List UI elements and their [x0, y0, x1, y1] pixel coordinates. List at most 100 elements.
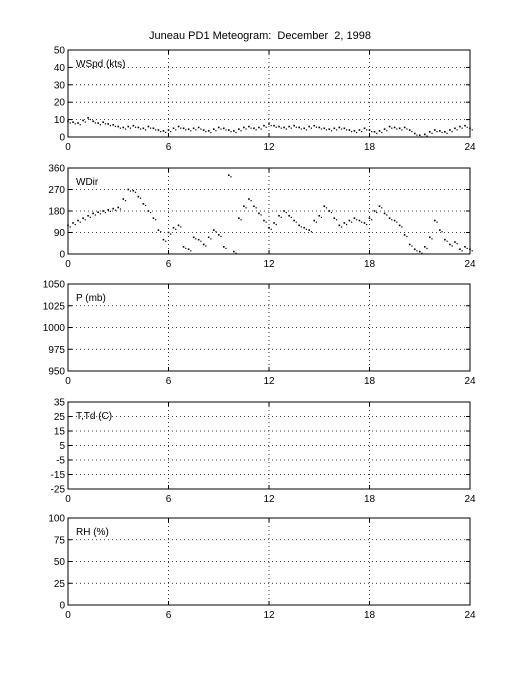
data-point	[444, 238, 446, 241]
data-point	[293, 124, 295, 127]
data-point	[391, 127, 393, 129]
data-point	[263, 124, 265, 127]
data-point	[464, 124, 466, 127]
data-point	[207, 236, 210, 239]
data-point	[441, 231, 443, 233]
y-tick-label: 25	[54, 412, 66, 423]
data-point	[416, 134, 418, 136]
data-point	[439, 130, 441, 132]
data-point	[305, 129, 307, 131]
y-tick-label: -5	[56, 456, 65, 467]
y-tick-label: 50	[54, 46, 66, 57]
y-tick-label: 25	[54, 579, 66, 590]
data-point	[170, 233, 172, 235]
data-point	[107, 209, 109, 211]
y-tick-label: 15	[54, 427, 66, 438]
data-point	[426, 247, 428, 250]
data-point	[190, 250, 192, 252]
data-point	[235, 252, 237, 254]
data-point	[248, 198, 250, 200]
x-tick-label: 0	[65, 610, 71, 621]
data-point	[345, 129, 348, 131]
data-point	[320, 128, 323, 130]
panel-5: 0 6 12 18 24 0 25 50 75 100 RH (%)	[48, 514, 476, 622]
data-point	[74, 223, 76, 226]
data-point	[77, 122, 79, 124]
data-point	[335, 129, 338, 131]
data-point	[469, 127, 471, 130]
x-tick-label: 18	[364, 142, 376, 153]
data-point	[388, 217, 391, 219]
data-point	[439, 229, 441, 231]
data-point	[160, 131, 162, 133]
data-point	[109, 210, 111, 213]
data-point	[124, 128, 127, 130]
data-point	[268, 226, 270, 229]
data-point	[393, 219, 396, 222]
data-point	[235, 131, 237, 134]
data-point	[152, 127, 155, 130]
data-point	[119, 127, 122, 129]
panel-4: 0 6 12 18 24 -25 -15 -5 5 15 25 35 T,Td (C)	[51, 398, 476, 506]
data-point	[258, 212, 260, 215]
data-point	[84, 121, 86, 123]
data-point	[167, 129, 170, 131]
data-point	[107, 123, 109, 125]
data-point	[290, 216, 292, 218]
x-tick-label: 24	[464, 142, 476, 153]
data-point	[260, 214, 262, 216]
data-point	[421, 136, 423, 138]
data-point	[147, 125, 150, 128]
data-point	[99, 213, 101, 215]
data-point	[456, 243, 458, 245]
data-point	[348, 219, 351, 222]
y-tick-label: 75	[54, 535, 66, 546]
data-point	[464, 246, 466, 248]
data-point	[245, 128, 247, 130]
data-point	[330, 212, 333, 214]
x-tick-label: 0	[65, 494, 71, 505]
data-point	[144, 129, 147, 131]
data-point	[376, 212, 378, 214]
data-point	[361, 131, 363, 133]
data-point	[313, 124, 316, 127]
panel-label: T,Td (C)	[76, 411, 112, 422]
data-point	[172, 127, 175, 130]
series-1	[67, 174, 473, 254]
data-point	[313, 219, 316, 222]
data-point	[315, 221, 318, 223]
data-point	[265, 221, 267, 223]
data-point	[461, 250, 463, 252]
data-point	[187, 128, 190, 130]
data-point	[368, 217, 371, 219]
data-point	[72, 121, 74, 124]
data-point	[406, 235, 408, 238]
data-point	[69, 226, 71, 228]
y-tick-label: 50	[54, 557, 66, 568]
y-tick-label: 180	[48, 207, 65, 218]
data-point	[94, 122, 96, 124]
data-point	[446, 132, 448, 134]
data-point	[373, 210, 376, 212]
panel-2: 0 6 12 18 24 0 90 180 270 360 WDir	[48, 164, 476, 271]
data-point	[293, 219, 295, 222]
data-point	[195, 129, 197, 131]
data-point	[469, 248, 471, 251]
data-point	[104, 123, 106, 125]
data-point	[413, 132, 416, 135]
data-point	[117, 125, 120, 128]
data-point	[82, 119, 84, 122]
data-point	[371, 219, 373, 221]
data-point	[165, 240, 167, 242]
data-point	[160, 231, 162, 233]
data-point	[303, 127, 305, 130]
data-point	[335, 219, 338, 221]
data-point	[308, 229, 310, 231]
data-point	[89, 118, 91, 121]
data-point	[94, 214, 96, 216]
y-tick-label: 950	[48, 367, 65, 378]
data-point	[175, 228, 177, 230]
data-point	[471, 129, 473, 131]
data-point	[273, 124, 275, 127]
data-point	[72, 222, 74, 224]
